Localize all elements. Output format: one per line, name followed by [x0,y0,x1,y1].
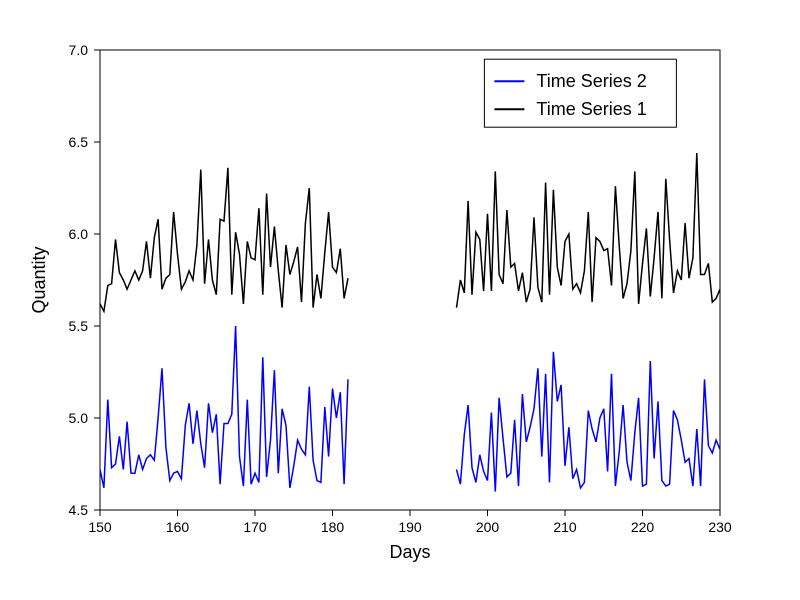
line-chart: 150 160 170 180 190 200 210 220 230 4.5 5.0 5.5 6.0 6… [0,0,800,600]
y-tick-label: 6.0 [69,226,89,242]
y-tick-label: 6.5 [69,134,89,150]
x-tick-label: 150 [88,519,112,535]
y-tick-label: 5.0 [69,410,89,426]
x-tick-label: 210 [553,519,577,535]
x-tick-label: 180 [321,519,345,535]
series-line [100,326,348,488]
y-tick-label: 5.5 [69,318,89,334]
x-tick-label: 230 [708,519,732,535]
legend-label: Time Series 2 [536,71,646,91]
x-tick-label: 220 [631,519,655,535]
y-tick-label: 4.5 [69,502,89,518]
y-tick-label: 7.0 [69,42,89,58]
x-tick-label: 190 [398,519,422,535]
x-tick-label: 170 [243,519,267,535]
series-line [457,153,721,308]
series-line [457,352,721,492]
chart-container: { "chart": { "type": "line", "width": 80… [0,0,800,600]
x-tick-label: 200 [476,519,500,535]
y-axis-label: Quantity [29,246,49,313]
legend-label: Time Series 1 [536,99,646,119]
series-line [100,168,348,311]
x-tick-label: 160 [166,519,190,535]
x-axis-label: Days [389,542,430,562]
